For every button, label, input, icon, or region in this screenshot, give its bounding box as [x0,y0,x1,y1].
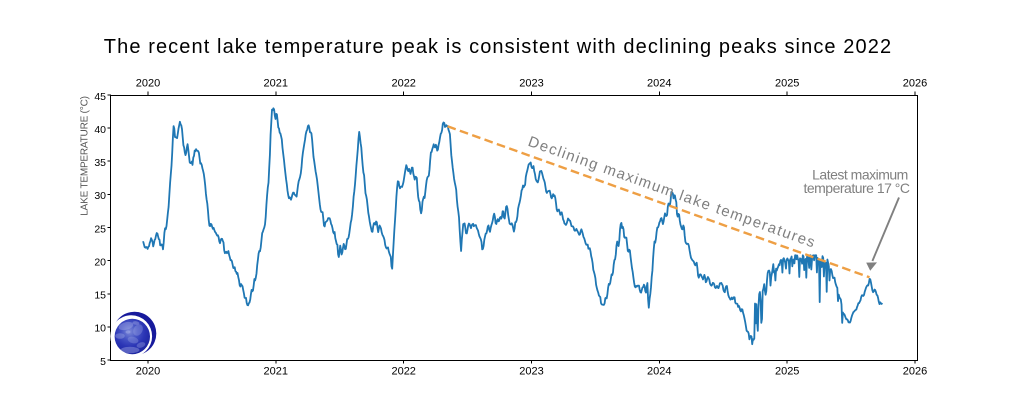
svg-text:30: 30 [94,190,106,202]
svg-text:2021: 2021 [264,78,288,90]
svg-text:2022: 2022 [391,366,415,378]
svg-text:10: 10 [94,323,106,335]
svg-text:2021: 2021 [264,366,288,378]
svg-text:2023: 2023 [519,78,543,90]
svg-text:temperature 17 °C: temperature 17 °C [803,180,909,196]
svg-text:2025: 2025 [775,78,799,90]
svg-text:2024: 2024 [647,78,671,90]
svg-text:2026: 2026 [903,366,927,378]
svg-text:15: 15 [94,290,106,302]
svg-text:2024: 2024 [647,366,671,378]
svg-text:LAKE TEMPERATURE (°C): LAKE TEMPERATURE (°C) [80,96,91,215]
svg-text:5: 5 [100,356,106,368]
svg-text:2023: 2023 [519,366,543,378]
svg-text:2026: 2026 [903,78,927,90]
svg-text:2025: 2025 [775,366,799,378]
svg-text:45: 45 [94,91,106,103]
svg-text:35: 35 [94,157,106,169]
svg-text:2020: 2020 [136,78,160,90]
svg-text:2020: 2020 [136,366,160,378]
svg-text:Latest maximum: Latest maximum [812,167,908,183]
svg-text:The recent lake temperature pe: The recent lake temperature peak is cons… [104,36,892,58]
svg-text:25: 25 [94,223,106,235]
svg-text:20: 20 [94,256,106,268]
svg-text:40: 40 [94,124,106,136]
svg-text:2022: 2022 [391,78,415,90]
